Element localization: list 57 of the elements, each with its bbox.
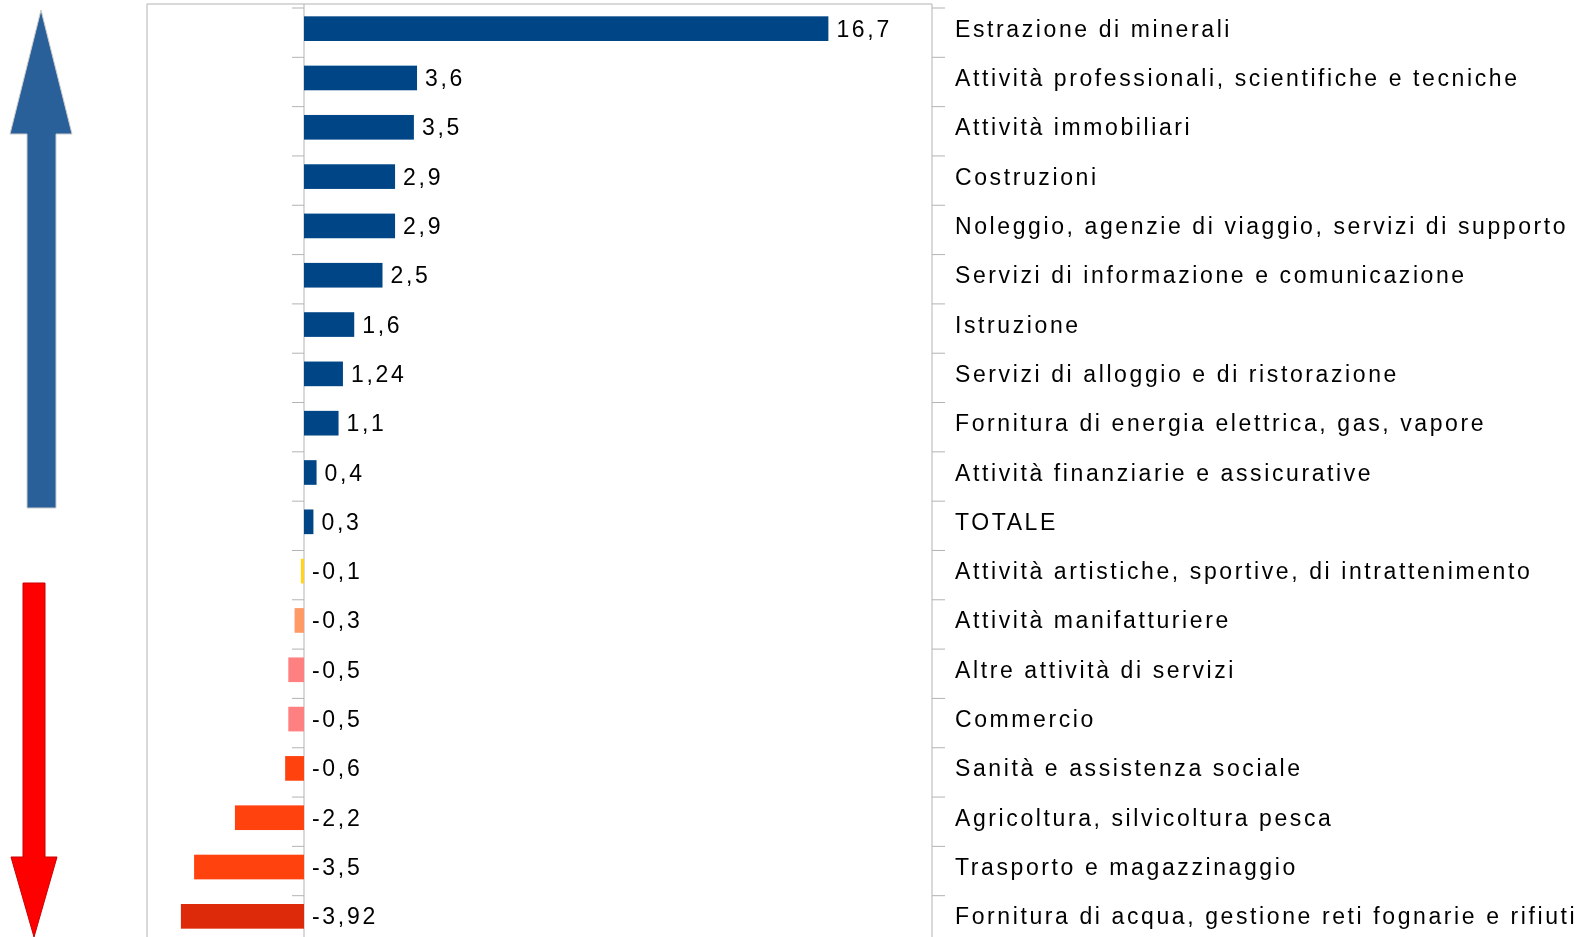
y-tick-label: Attività immobiliari (955, 114, 1193, 141)
y-tick-label: Estrazione di minerali (955, 15, 1233, 42)
y-tick-label: Noleggio, agenzie di viaggio, servizi di supporto (955, 212, 1569, 239)
bar (304, 312, 355, 337)
data-label: -3,92 (312, 903, 378, 930)
y-tick-label: TOTALE (955, 508, 1058, 535)
bar (304, 509, 314, 535)
bar (294, 608, 304, 633)
bar (304, 213, 396, 239)
bar (304, 410, 339, 436)
y-tick-label: Attività artistiche, sportive, di intrattenimento (955, 558, 1533, 585)
bar (288, 706, 304, 732)
y-tick-label: Agricoltura, silvicoltura pesca (955, 804, 1334, 831)
data-label: -0,5 (312, 656, 363, 683)
y-tick-label: Fornitura di acqua, gestione reti fognarie e rifiuti (955, 903, 1578, 930)
data-label: 1,6 (362, 311, 403, 338)
data-label: 0,4 (324, 459, 365, 486)
bar (300, 558, 304, 584)
y-tick-label: Sanità e assistenza sociale (955, 755, 1303, 782)
bar (304, 262, 383, 288)
data-label: 2,5 (390, 262, 431, 289)
y-tick-label: Attività manifatturiere (955, 607, 1231, 634)
bar (304, 460, 317, 485)
y-tick-label: Trasporto e magazzinaggio (955, 854, 1298, 881)
data-label: -0,6 (312, 755, 363, 782)
y-tick-label: Commercio (955, 706, 1096, 733)
bar (194, 854, 304, 880)
bar (304, 114, 414, 140)
data-label: 2,9 (403, 163, 444, 190)
bar (304, 361, 343, 387)
data-label: 16,7 (836, 15, 892, 42)
y-tick-label: Fornitura di energia elettrica, gas, vapore (955, 410, 1487, 437)
bar (285, 756, 304, 781)
data-label: -0,1 (312, 558, 363, 585)
bar (234, 805, 304, 831)
data-label: 3,6 (425, 65, 466, 92)
data-label: -2,2 (312, 804, 363, 831)
data-label: 1,1 (346, 410, 387, 437)
bar (180, 904, 304, 929)
bar (304, 16, 829, 41)
data-label: 2,9 (403, 212, 444, 239)
bar (304, 164, 396, 189)
data-label: -3,5 (312, 854, 363, 881)
y-tick-label: Attività professionali, scientifiche e tecniche (955, 65, 1520, 92)
bar (304, 65, 418, 91)
data-label: -0,3 (312, 607, 363, 634)
data-label: 0,3 (321, 508, 362, 535)
data-label: 3,5 (421, 114, 462, 141)
y-tick-label: Altre attività di servizi (955, 656, 1237, 683)
data-label: -0,5 (312, 706, 363, 733)
bar (288, 657, 304, 683)
y-tick-label: Attività finanziarie e assicurative (955, 459, 1374, 486)
y-tick-label: Servizi di informazione e comunicazione (955, 262, 1467, 289)
data-label: 1,24 (350, 360, 407, 387)
y-tick-label: Istruzione (955, 311, 1081, 338)
y-tick-label: Servizi di alloggio e di ristorazione (955, 360, 1399, 387)
y-tick-label: Costruzioni (955, 163, 1099, 190)
